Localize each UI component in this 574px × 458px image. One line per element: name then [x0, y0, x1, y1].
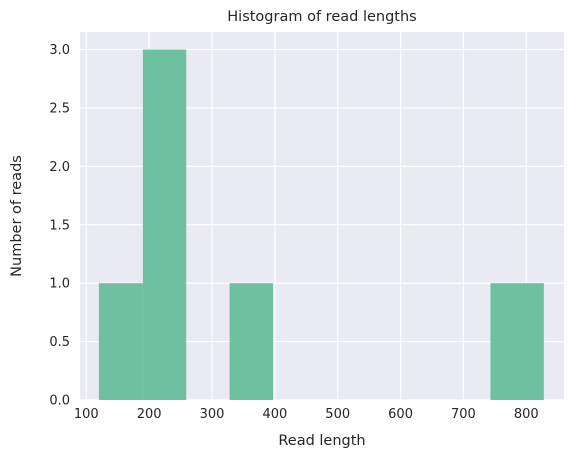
y-tick-label: 2.0: [49, 160, 70, 175]
x-tick-label: 200: [137, 407, 162, 422]
x-tick-label: 800: [514, 407, 539, 422]
y-axis-label: Number of reads: [9, 155, 25, 277]
x-tick-label: 500: [325, 407, 350, 422]
y-axis-ticks: 0.0 0.5 1.0 1.5 2.0 2.5 3.0: [49, 43, 70, 408]
x-tick-label: 600: [388, 407, 413, 422]
histogram-bar: [490, 283, 543, 400]
y-tick-label: 0.5: [49, 335, 70, 350]
x-axis-label: Read length: [278, 433, 365, 449]
histogram-bar: [99, 283, 143, 400]
y-tick-label: 2.5: [49, 101, 70, 116]
y-tick-label: 0.0: [49, 394, 70, 409]
y-tick-label: 1.5: [49, 218, 70, 233]
histogram-bar: [230, 283, 273, 400]
x-tick-label: 300: [200, 407, 225, 422]
x-axis-ticks: 100 200 300 400 500 600 700 800: [74, 407, 539, 422]
x-tick-label: 100: [74, 407, 99, 422]
y-tick-label: 1.0: [49, 277, 70, 292]
histogram-bar: [143, 50, 186, 400]
x-tick-label: 400: [262, 407, 287, 422]
y-tick-label: 3.0: [49, 43, 70, 58]
chart-title: Histogram of read lengths: [227, 9, 416, 25]
x-tick-label: 700: [451, 407, 476, 422]
